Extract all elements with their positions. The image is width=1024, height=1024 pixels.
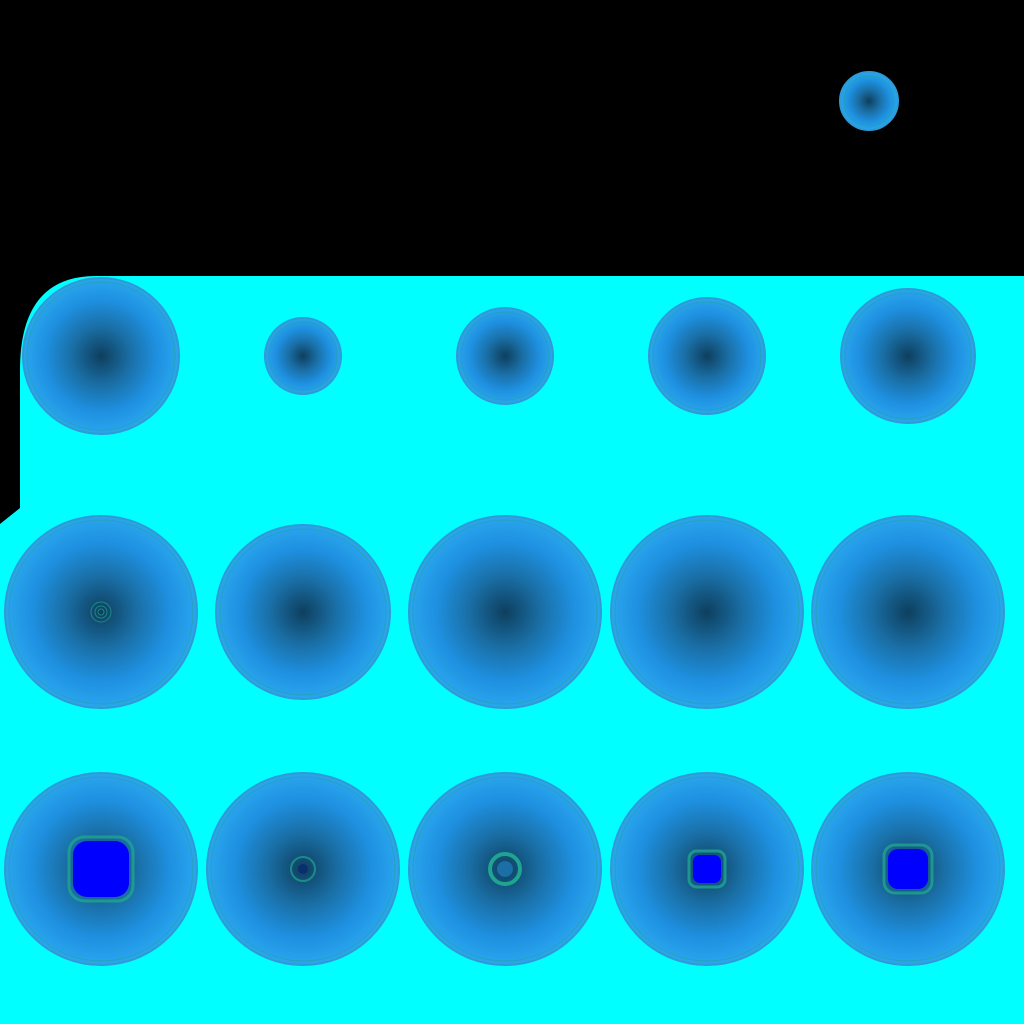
orb-sprite-row3-2	[215, 524, 391, 700]
orb-rim	[8, 519, 194, 705]
orb-rim	[412, 519, 598, 705]
orb-rim	[26, 281, 176, 431]
orb-rim	[460, 311, 550, 401]
orb-sprite-row2-5	[840, 288, 976, 424]
sprite-row-small	[22, 277, 976, 435]
sprite-row-large	[4, 515, 1005, 709]
orb-sprite-row2-2	[264, 317, 342, 395]
orb-rim	[210, 776, 396, 962]
orb-sprite-row3-5	[811, 515, 1005, 709]
orb-sprite-row3-3	[408, 515, 602, 709]
orb-body	[610, 515, 804, 709]
orb-inner-ring	[488, 852, 522, 886]
orb-hole-rim	[67, 835, 135, 903]
orb-body	[839, 71, 899, 131]
orb-rim	[219, 528, 387, 696]
orb-body	[215, 524, 391, 700]
orb-body	[22, 277, 180, 435]
orb-rim	[268, 321, 338, 391]
orb-rim	[815, 519, 1001, 705]
orb-body	[408, 515, 602, 709]
orb-sprite-row3-4	[610, 515, 804, 709]
orb-core	[497, 861, 513, 877]
orb-rim	[412, 776, 598, 962]
orb-core-dot	[298, 864, 308, 874]
orb-hole-rim	[687, 849, 727, 889]
orb-sprite-row2-4	[648, 297, 766, 415]
orb-rim	[843, 75, 895, 127]
orb-inner-ring	[97, 608, 105, 616]
orb-rim	[652, 301, 762, 411]
orb-body	[456, 307, 554, 405]
orb-inner-ring	[94, 605, 108, 619]
orb-body	[811, 515, 1005, 709]
orb-body	[4, 515, 198, 709]
orb-layer	[4, 71, 1005, 966]
orb-sprite-row4-5	[811, 772, 1005, 966]
sprite-row-cored	[4, 772, 1005, 966]
sprite-row-top	[839, 71, 899, 131]
orb-sprite-row4-2	[206, 772, 400, 966]
orb-rim	[844, 292, 972, 420]
orb-body	[264, 317, 342, 395]
orb-sprite-row4-1	[4, 772, 198, 966]
orb-sprite-row3-1	[4, 515, 198, 709]
orb-body	[840, 288, 976, 424]
orb-rim	[8, 776, 194, 962]
orb-rim	[815, 776, 1001, 962]
orb-rim	[614, 776, 800, 962]
orb-inner-ring	[290, 856, 316, 882]
orb-hole-rim	[882, 843, 934, 895]
orb-core-hole	[888, 849, 928, 889]
orb-inner-ring	[90, 601, 112, 623]
orb-rim	[614, 519, 800, 705]
orb-body	[648, 297, 766, 415]
orb-core-hole	[693, 855, 721, 883]
orb-sprite-row4-4	[610, 772, 804, 966]
orb-sprite-row2-3	[456, 307, 554, 405]
orb-sprite-row4-3	[408, 772, 602, 966]
orb-sprite-row2-1	[22, 277, 180, 435]
orb-sprite-tiny	[839, 71, 899, 131]
orb-core-hole	[73, 841, 129, 897]
